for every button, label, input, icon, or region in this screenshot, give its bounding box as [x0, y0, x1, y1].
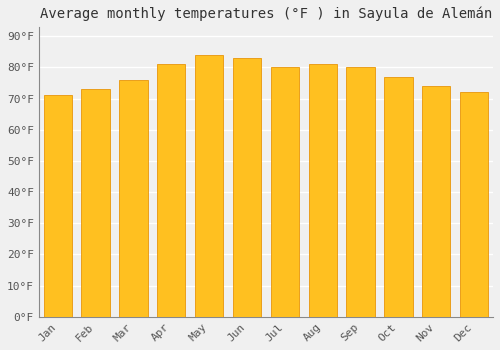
- Bar: [157, 64, 186, 317]
- Bar: [119, 80, 148, 317]
- Title: Average monthly temperatures (°F ) in Sayula de Alemán: Average monthly temperatures (°F ) in Sa…: [40, 7, 492, 21]
- Bar: [422, 86, 450, 317]
- Bar: [346, 67, 375, 317]
- Bar: [233, 58, 261, 317]
- Bar: [44, 96, 72, 317]
- Bar: [308, 64, 337, 317]
- Bar: [195, 55, 224, 317]
- Bar: [82, 89, 110, 317]
- Bar: [384, 77, 412, 317]
- Bar: [270, 67, 299, 317]
- Bar: [460, 92, 488, 317]
